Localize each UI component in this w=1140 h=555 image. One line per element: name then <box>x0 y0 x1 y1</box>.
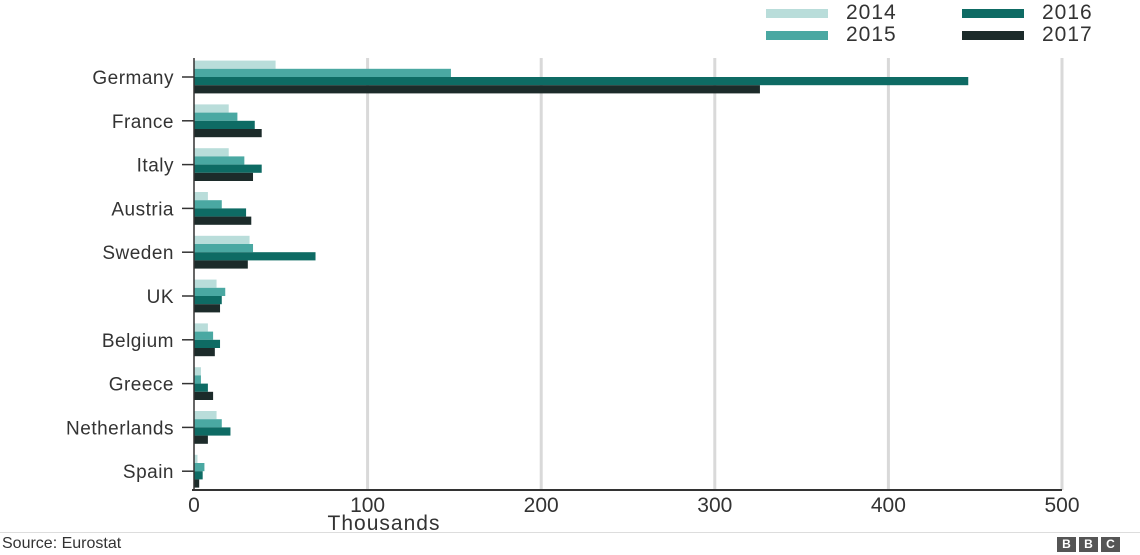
x-tick-label: 400 <box>871 494 906 517</box>
bar <box>194 216 252 225</box>
category-label: Austria <box>111 199 174 220</box>
bar <box>194 479 200 488</box>
bar <box>194 296 222 305</box>
grid-layer <box>366 58 1064 490</box>
bar <box>194 304 221 313</box>
legend-swatch <box>766 8 828 18</box>
category-label: Greece <box>109 375 174 396</box>
bar <box>194 323 208 332</box>
bar <box>194 252 316 261</box>
legend-label: 2014 <box>846 1 897 24</box>
category-label: France <box>112 112 174 133</box>
bar <box>194 279 217 288</box>
legend-swatch <box>962 8 1024 18</box>
bar <box>194 112 238 121</box>
bar <box>194 85 760 94</box>
bar <box>194 375 201 384</box>
bar <box>194 260 248 269</box>
legend-swatch <box>962 30 1024 40</box>
bar <box>194 391 214 400</box>
category-label: UK <box>147 287 174 308</box>
chart-legend: 2014 2015 2016 2017 <box>766 1 1106 46</box>
asylum-bar-chart: 0 100 200 300 400 500 Thousands Germany France It… <box>66 58 1080 532</box>
bar <box>194 435 208 444</box>
x-tick-label: 500 <box>1044 494 1079 517</box>
bar <box>194 411 217 420</box>
bar <box>194 208 247 217</box>
logo-letter: B <box>1057 537 1076 552</box>
source-note: Source: Eurostat <box>2 535 122 552</box>
bar <box>194 200 222 209</box>
bar <box>194 454 198 463</box>
category-label: Sweden <box>102 243 174 264</box>
bar <box>194 235 250 244</box>
bar <box>194 419 222 428</box>
bar <box>194 192 208 201</box>
x-tick-label: 200 <box>524 494 559 517</box>
bar <box>194 129 262 138</box>
bar <box>194 156 245 165</box>
bar <box>194 471 203 480</box>
bar <box>194 172 254 181</box>
bar <box>194 164 262 173</box>
legend-label: 2016 <box>1042 1 1093 24</box>
bar-layer <box>194 60 969 488</box>
bar <box>194 367 201 376</box>
category-label: Netherlands <box>66 418 174 439</box>
bar <box>194 68 451 77</box>
logo-letter: C <box>1101 537 1120 552</box>
bar <box>194 148 229 157</box>
bar <box>194 427 231 436</box>
bar <box>194 104 229 113</box>
bar <box>194 339 221 348</box>
bar <box>194 287 226 296</box>
legend-item: 2016 <box>962 1 1093 24</box>
category-label: Italy <box>137 156 174 177</box>
x-axis-label: Thousands <box>328 512 441 532</box>
x-tick-label: 100 <box>350 494 385 517</box>
bar <box>194 77 969 86</box>
bar <box>194 383 208 392</box>
logo-letter: B <box>1079 537 1098 552</box>
footer-divider <box>0 532 1140 533</box>
bar <box>194 120 255 129</box>
legend-item: 2014 <box>766 1 897 24</box>
axis-layer: 0 100 200 300 400 500 Thousands Germany France It… <box>66 58 1080 532</box>
category-label: Spain <box>123 462 174 483</box>
legend-item: 2015 <box>766 23 897 46</box>
legend-label: 2015 <box>846 23 897 46</box>
bar <box>194 244 254 253</box>
legend-item: 2017 <box>962 23 1093 46</box>
bar <box>194 331 214 340</box>
legend-label: 2017 <box>1042 23 1093 46</box>
category-label: Belgium <box>102 331 174 352</box>
bar <box>194 348 215 357</box>
bar <box>194 60 276 69</box>
bbc-logo: B B C <box>1057 537 1120 552</box>
legend-swatch <box>766 30 828 40</box>
bar <box>194 463 205 472</box>
x-tick-label: 0 <box>188 494 200 517</box>
x-tick-label: 300 <box>697 494 732 517</box>
category-label: Germany <box>92 68 174 89</box>
